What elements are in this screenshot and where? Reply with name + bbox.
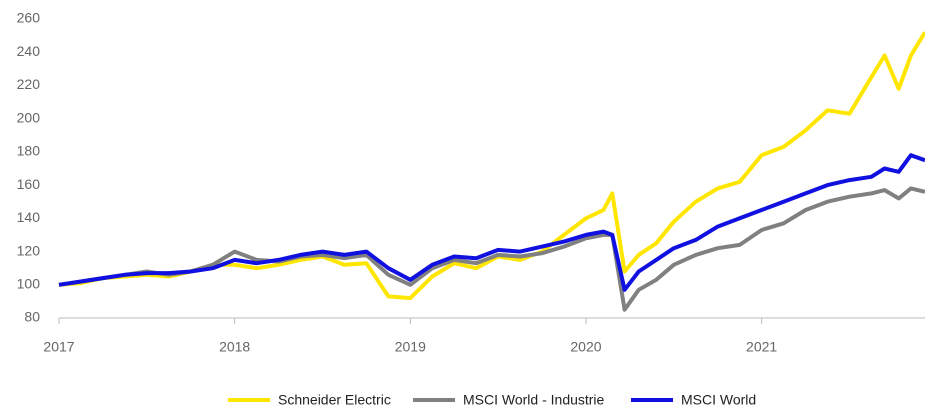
y-tick-label: 220 — [17, 76, 41, 92]
y-tick-label: 140 — [17, 209, 41, 225]
y-tick-label: 120 — [17, 242, 41, 258]
y-tick-label: 100 — [17, 275, 41, 291]
y-tick-label: 80 — [24, 309, 40, 325]
line-series — [58, 186, 925, 312]
x-tick-label: 2017 — [43, 339, 74, 355]
line-series — [58, 153, 925, 292]
legend-label: MSCI World - Industrie — [463, 392, 605, 408]
y-tick-label: 160 — [17, 176, 41, 192]
x-tick-label: 2020 — [570, 339, 601, 355]
legend-label: Schneider Electric — [278, 392, 391, 408]
y-tick-label: 240 — [17, 43, 41, 59]
x-tick-label: 2019 — [395, 339, 426, 355]
y-tick-label: 260 — [17, 10, 41, 26]
x-tick-label: 2018 — [219, 339, 250, 355]
y-tick-label: 180 — [17, 143, 41, 159]
y-tick-label: 200 — [17, 109, 41, 125]
legend-label: MSCI World — [681, 392, 756, 408]
x-tick-label: 2021 — [746, 339, 777, 355]
